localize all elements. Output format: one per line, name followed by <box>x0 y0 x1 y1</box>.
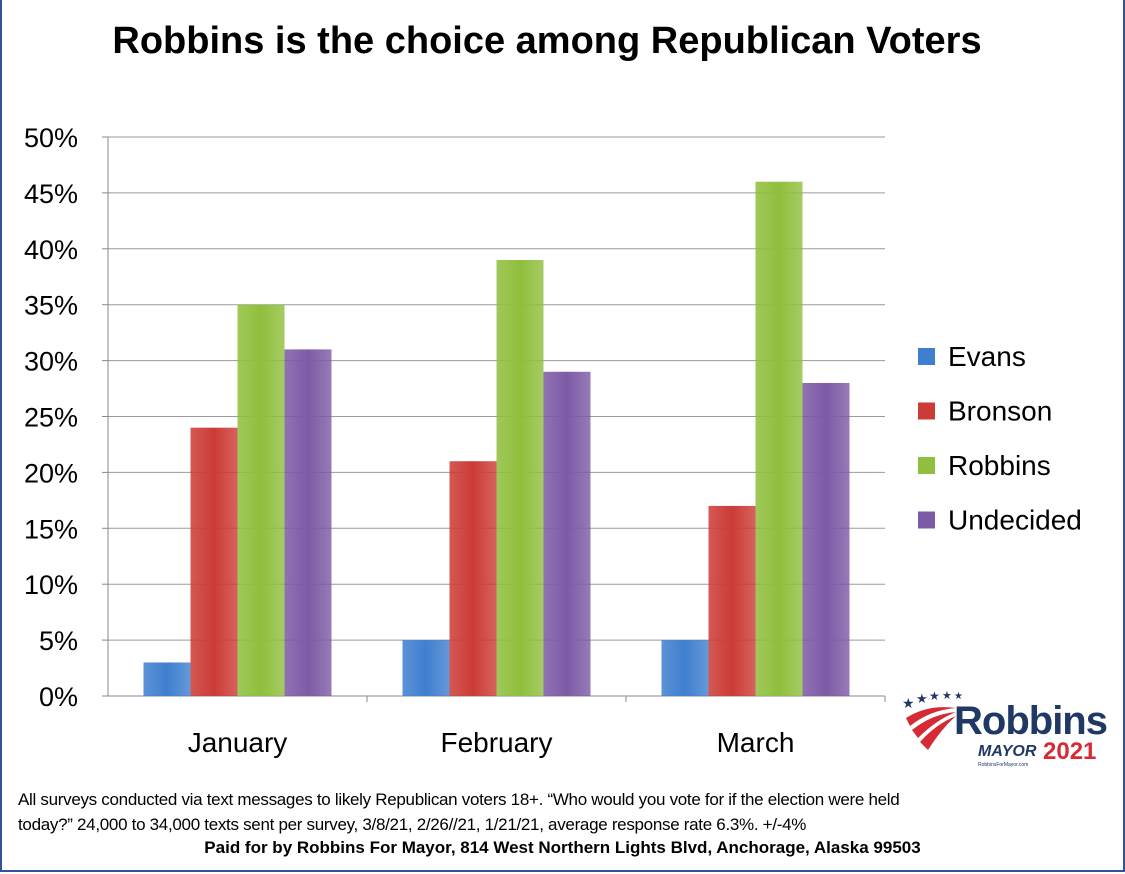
bar-robbins-march <box>755 181 803 697</box>
y-tick-label: 30% <box>24 347 78 377</box>
bar-robbins-january <box>237 304 285 696</box>
footnote-line-2: today?” 24,000 to 34,000 texts sent per … <box>18 815 807 834</box>
bar-undecided-march <box>802 382 850 696</box>
legend-label-bronson: Bronson <box>948 396 1052 427</box>
logo-stars: ★ ★ ★ ★ ★ <box>902 689 963 711</box>
legend-swatch-bronson <box>918 402 935 420</box>
robbins-logo: ★ ★ ★ ★ ★ Robbins MAYOR 2021 RobbinsForMayor… <box>902 689 1108 768</box>
legend-label-robbins: Robbins <box>948 450 1051 481</box>
y-tick-label: 15% <box>24 514 78 544</box>
y-tick-label: 35% <box>24 291 78 321</box>
bar-undecided-february <box>543 371 591 696</box>
bar-undecided-january <box>284 349 332 696</box>
bar-evans-february <box>402 640 450 696</box>
x-tick-label: February <box>440 727 552 758</box>
bar-evans-january <box>143 662 191 696</box>
y-tick-label: 40% <box>24 235 78 265</box>
svg-text:★: ★ <box>942 690 952 702</box>
legend-label-evans: Evans <box>948 341 1026 372</box>
svg-text:★: ★ <box>916 691 928 706</box>
legend-swatch-undecided <box>918 511 935 529</box>
y-tick-label: 10% <box>24 570 78 600</box>
bar-bronson-february <box>449 461 497 696</box>
y-tick-label: 50% <box>24 123 78 153</box>
bar-bronson-january <box>190 427 238 696</box>
y-tick-label: 25% <box>24 403 78 433</box>
svg-text:★: ★ <box>954 691 963 702</box>
y-tick-label: 20% <box>24 458 78 488</box>
legend-label-undecided: Undecided <box>948 505 1082 536</box>
bar-evans-march <box>661 640 709 696</box>
logo-name: Robbins <box>954 699 1107 743</box>
svg-text:★: ★ <box>902 695 915 711</box>
logo-office: MAYOR <box>978 743 1037 760</box>
svg-text:★: ★ <box>929 689 940 703</box>
bar-robbins-february <box>496 259 544 696</box>
x-tick-label: March <box>717 727 795 758</box>
chart-title: Robbins is the choice among Republican V… <box>112 20 982 62</box>
legend-swatch-evans <box>918 348 935 365</box>
x-tick-label: January <box>188 727 288 758</box>
y-tick-label: 45% <box>24 179 78 209</box>
bar-bronson-march <box>708 505 756 696</box>
logo-url: RobbinsForMayor.com <box>978 762 1028 768</box>
legend-swatch-robbins <box>918 457 935 474</box>
y-tick-label: 5% <box>39 626 78 656</box>
paid-for-disclaimer: Paid for by Robbins For Mayor, 814 West … <box>204 838 921 857</box>
logo-year: 2021 <box>1043 738 1096 765</box>
footnote-line-1: All surveys conducted via text messages … <box>18 790 900 809</box>
y-tick-label: 0% <box>39 682 78 712</box>
